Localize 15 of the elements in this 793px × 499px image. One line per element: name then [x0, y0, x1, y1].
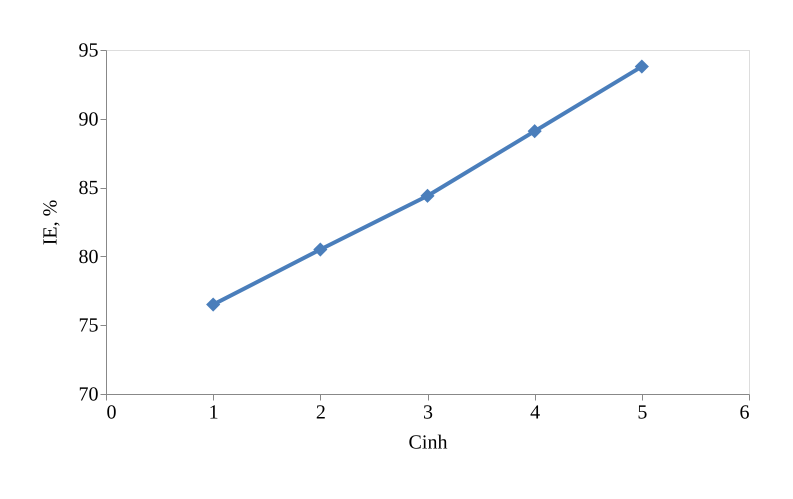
x-tick-label: 5 — [637, 402, 648, 424]
y-tick-label: 70 — [78, 384, 98, 406]
x-tick-label: 1 — [208, 402, 219, 424]
x-axis-title: Cinh — [408, 432, 448, 454]
y-tick-label: 85 — [78, 177, 98, 200]
x-tick-label: 0 — [106, 402, 116, 424]
y-tick-label: 80 — [78, 246, 98, 268]
x-tick-label: 2 — [316, 402, 326, 424]
y-tick-label: 75 — [78, 314, 98, 337]
y-axis-title: IE, % — [40, 200, 62, 246]
x-tick-label: 6 — [740, 402, 750, 424]
x-tick-label: 3 — [423, 402, 433, 424]
y-tick-label: 90 — [78, 108, 98, 130]
x-tick-label: 4 — [530, 402, 540, 424]
y-tick-label: 95 — [78, 40, 98, 62]
